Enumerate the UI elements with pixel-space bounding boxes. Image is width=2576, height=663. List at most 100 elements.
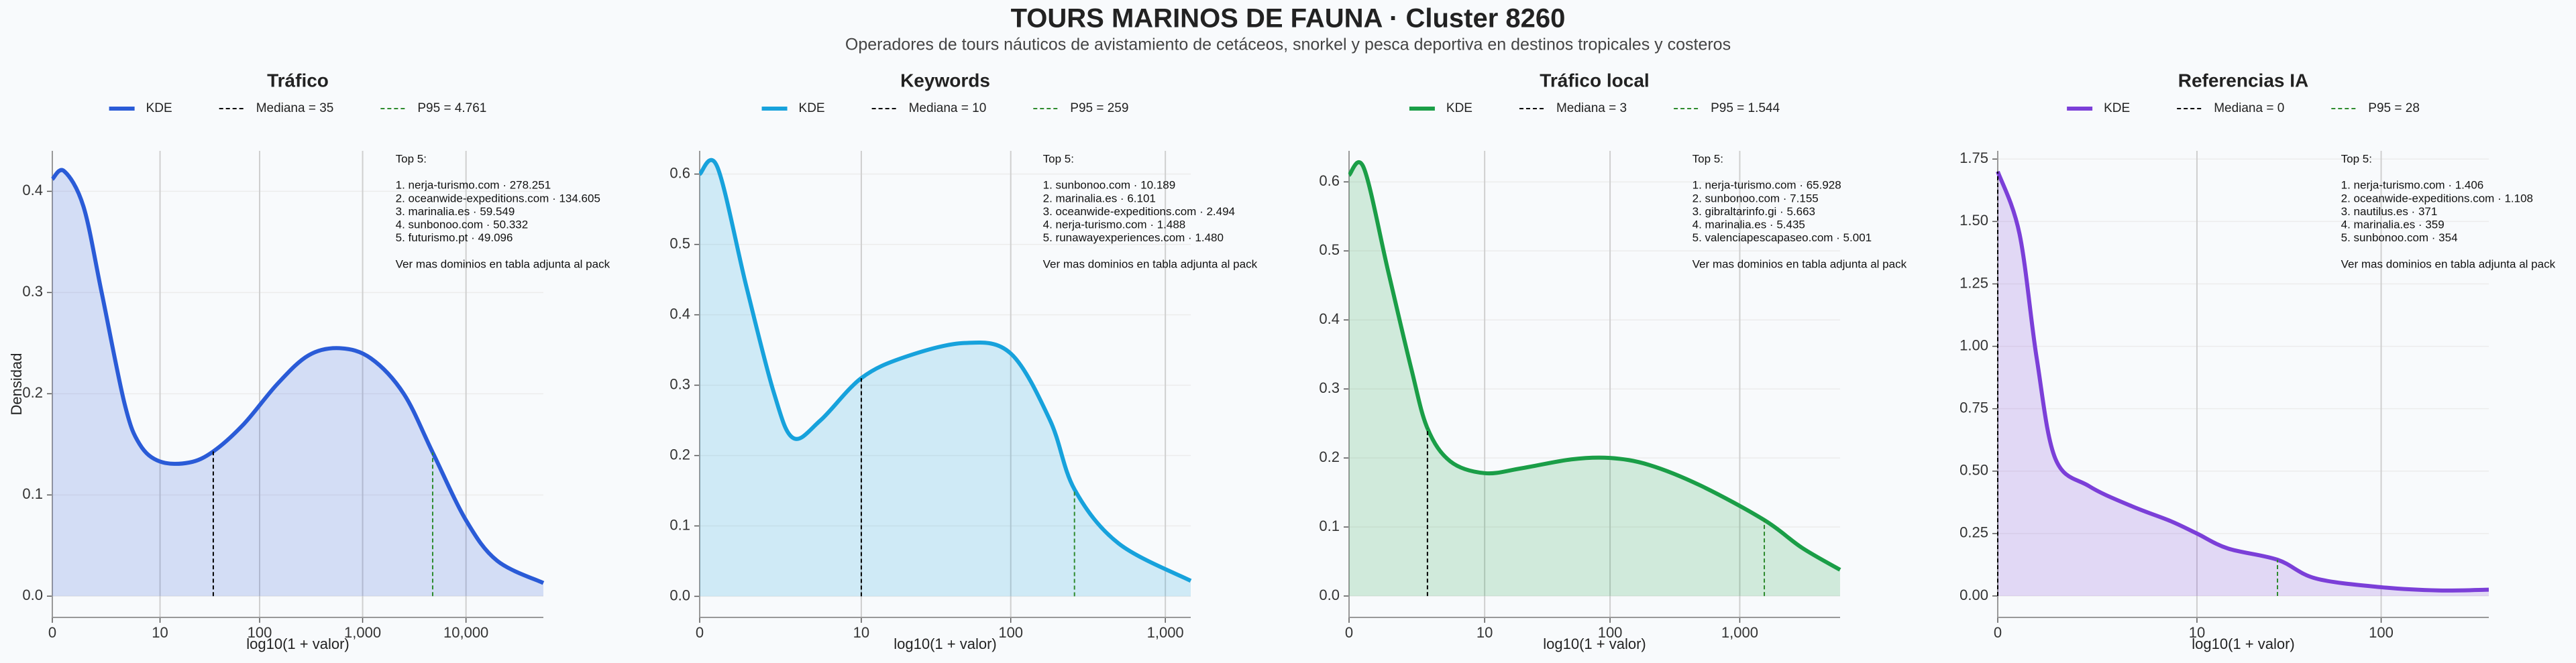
legend-label: P95 = 28: [2368, 101, 2420, 115]
y-tick-label: 0.3: [22, 283, 43, 300]
x-tick-label: 1,000: [344, 624, 381, 641]
annotation-note: Ver mas dominios en tabla adjunta al pac…: [2341, 257, 2556, 270]
annotation-item: 4. marinalia.es · 5.435: [1693, 218, 1805, 231]
legend-label: KDE: [799, 101, 825, 115]
annotation-item: 2. sunbonoo.com · 7.155: [1693, 192, 1819, 204]
panel-title: Tráfico local: [1540, 70, 1649, 91]
y-tick-label: 0.3: [669, 375, 690, 392]
x-axis-label: log10(1 + valor): [894, 636, 996, 652]
legend-label: Mediana = 3: [1556, 101, 1627, 115]
y-tick-label: 1.75: [1960, 149, 1988, 166]
y-tick-label: 0.6: [1319, 172, 1340, 189]
annotation-item: 2. marinalia.es · 6.101: [1043, 192, 1156, 204]
kde-line: [1347, 160, 1841, 572]
legend-label: KDE: [1446, 101, 1472, 115]
annotation-item: 5. sunbonoo.com · 354: [2341, 231, 2458, 244]
kde-line: [698, 158, 1192, 583]
annotation-note: Ver mas dominios en tabla adjunta al pac…: [396, 257, 610, 270]
y-tick-label: 0.0: [669, 587, 690, 603]
x-tick-label: 0: [696, 624, 704, 641]
kde-area: [52, 170, 543, 597]
x-axis-label: log10(1 + valor): [1543, 636, 1646, 652]
legend-label: P95 = 1.544: [1711, 101, 1780, 115]
y-tick-label: 0.3: [1319, 379, 1340, 396]
x-tick-label: 10: [1477, 624, 1493, 641]
annotation-note: Ver mas dominios en tabla adjunta al pac…: [1043, 257, 1258, 270]
x-tick-label: 100: [1598, 624, 1623, 641]
panel-title: Referencias IA: [2178, 70, 2309, 91]
y-tick-label: 0.00: [1960, 587, 1988, 603]
annotation-item: 1. sunbonoo.com · 10.189: [1043, 179, 1176, 192]
page-title: TOURS MARINOS DE FAUNA · Cluster 8260: [1011, 4, 1566, 34]
x-tick-label: 0: [1345, 624, 1353, 641]
kde-line: [50, 168, 545, 585]
annotation-item: 5. runawayexperiences.com · 1.480: [1043, 231, 1224, 244]
x-tick-label: 10: [2189, 624, 2205, 641]
x-tick-label: 10: [152, 624, 168, 641]
annotation-item: 1. nerja-turismo.com · 278.251: [396, 179, 551, 192]
legend-label: P95 = 4.761: [417, 101, 486, 115]
x-axis-label: log10(1 + valor): [246, 636, 349, 652]
y-tick-label: 0.4: [22, 182, 43, 198]
x-tick-label: 0: [1994, 624, 2002, 641]
y-tick-label: 1.25: [1960, 274, 1988, 291]
annotation-item: 3. marinalia.es · 59.549: [396, 205, 515, 218]
y-tick-label: 0.50: [1960, 462, 1988, 479]
legend-label: KDE: [146, 101, 172, 115]
annotation-item: 4. marinalia.es · 359: [2341, 218, 2445, 231]
annotation-item: 3. gibraltarinfo.gi · 5.663: [1693, 205, 1815, 218]
y-tick-label: 1.00: [1960, 337, 1988, 353]
y-tick-label: 0.2: [669, 446, 690, 463]
x-tick-label: 100: [248, 624, 272, 641]
panel-title: Tráfico: [267, 70, 329, 91]
y-tick-label: 0.5: [1319, 241, 1340, 258]
annotation-item: 4. sunbonoo.com · 50.332: [396, 218, 529, 231]
x-tick-label: 1,000: [1147, 624, 1184, 641]
annotation-item: 5. futurismo.pt · 49.096: [396, 231, 513, 244]
kde-area: [1998, 171, 2489, 596]
annotation-item: 2. oceanwide-expeditions.com · 134.605: [396, 192, 600, 204]
y-tick-label: 0.2: [1319, 448, 1340, 465]
annotation-item: 5. valenciapescapaseo.com · 5.001: [1693, 231, 1872, 244]
annotation-title: Top 5:: [1693, 152, 1723, 165]
annotation-item: 2. oceanwide-expeditions.com · 1.108: [2341, 192, 2533, 204]
annotation-item: 4. nerja-turismo.com · 1.488: [1043, 218, 1186, 231]
kde-area: [1349, 162, 1840, 597]
legend-label: KDE: [2104, 101, 2130, 115]
x-axis-label: log10(1 + valor): [2192, 636, 2294, 652]
y-tick-label: 0.1: [22, 485, 43, 502]
y-tick-label: 0.25: [1960, 524, 1988, 541]
y-axis-label: Densidad: [8, 353, 25, 416]
y-tick-label: 0.2: [22, 384, 43, 401]
kde-line: [1996, 170, 2489, 593]
x-tick-label: 1,000: [1721, 624, 1758, 641]
legend-label: Mediana = 10: [909, 101, 987, 115]
x-tick-label: 100: [2369, 624, 2394, 641]
y-tick-label: 0.0: [1319, 587, 1340, 603]
annotation-item: 1. nerja-turismo.com · 65.928: [1693, 179, 1841, 192]
annotation-title: Top 5:: [396, 152, 427, 165]
annotation-item: 1. nerja-turismo.com · 1.406: [2341, 179, 2484, 192]
annotation-title: Top 5:: [1043, 152, 1074, 165]
y-tick-label: 0.1: [669, 516, 690, 533]
x-tick-label: 0: [48, 624, 56, 641]
kde-area: [700, 160, 1191, 597]
x-tick-label: 10: [853, 624, 869, 641]
y-tick-label: 0.5: [669, 235, 690, 251]
annotation-item: 3. oceanwide-expeditions.com · 2.494: [1043, 205, 1235, 218]
y-tick-label: 0.75: [1960, 399, 1988, 416]
legend-label: P95 = 259: [1070, 101, 1128, 115]
y-tick-label: 1.50: [1960, 212, 1988, 229]
annotation-item: 3. nautilus.es · 371: [2341, 205, 2438, 218]
page-subtitle: Operadores de tours náuticos de avistami…: [845, 36, 1731, 54]
y-tick-label: 0.6: [669, 164, 690, 181]
legend-label: Mediana = 35: [256, 101, 334, 115]
legend-label: Mediana = 0: [2214, 101, 2284, 115]
y-tick-label: 0.1: [1319, 518, 1340, 534]
y-tick-label: 0.4: [669, 305, 690, 322]
annotation-note: Ver mas dominios en tabla adjunta al pac…: [1693, 257, 1907, 270]
x-tick-label: 100: [998, 624, 1023, 641]
y-tick-label: 0.0: [22, 587, 43, 603]
